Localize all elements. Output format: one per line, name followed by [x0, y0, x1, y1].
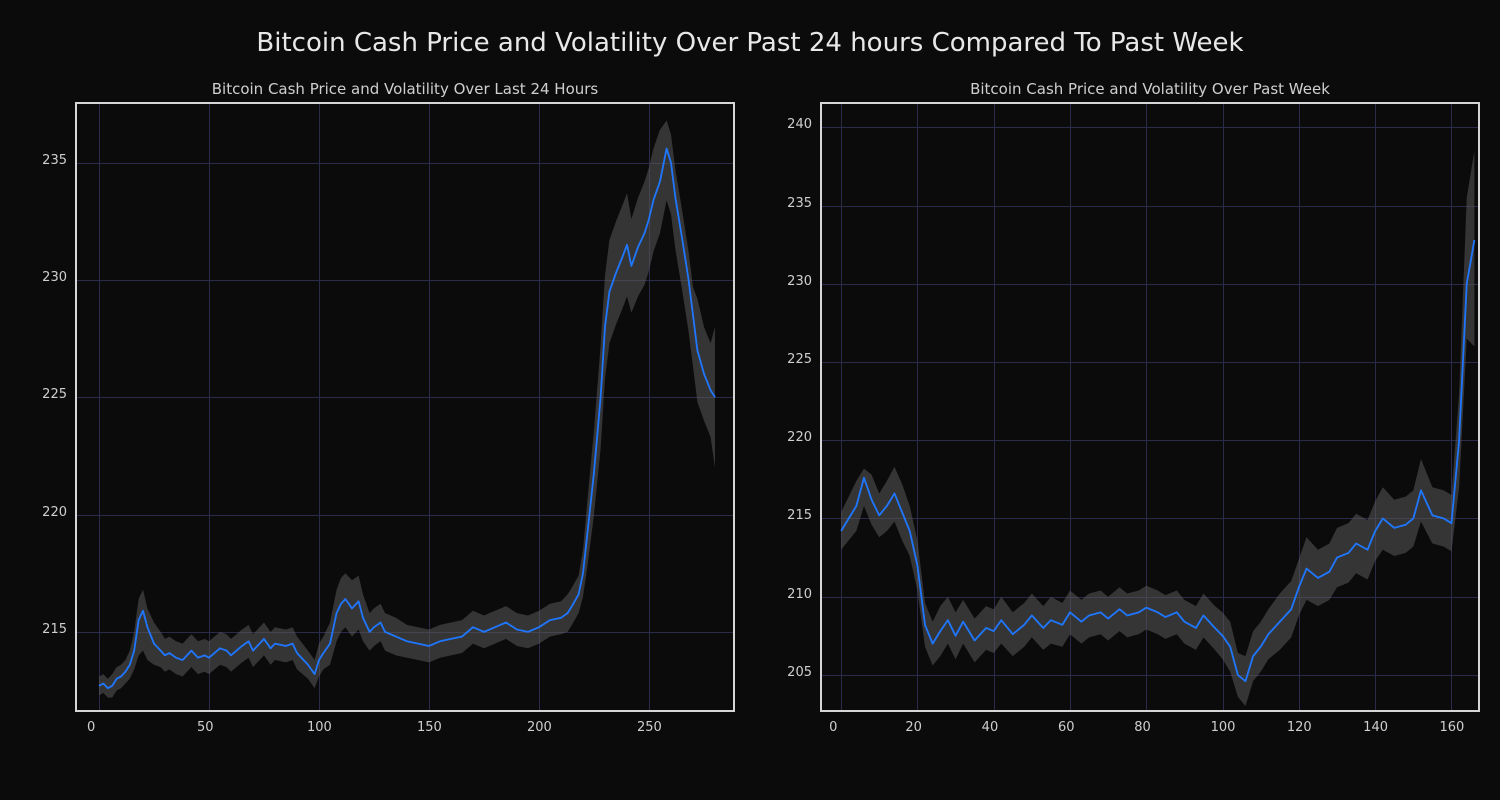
y-tick-label: 230 [787, 274, 812, 289]
plot-svg [822, 104, 1482, 714]
x-tick-label: 100 [1211, 720, 1236, 735]
volatility-band [841, 151, 1474, 706]
y-tick-label: 225 [787, 352, 812, 367]
x-tick-label: 60 [1058, 720, 1075, 735]
x-tick-label: 0 [87, 720, 95, 735]
left-axes [75, 102, 735, 712]
x-tick-label: 40 [982, 720, 999, 735]
x-tick-label: 20 [905, 720, 922, 735]
y-tick-label: 235 [787, 196, 812, 211]
y-tick-label: 235 [42, 153, 67, 168]
y-tick-label: 215 [42, 622, 67, 637]
y-tick-label: 225 [42, 387, 67, 402]
plot-svg [77, 104, 737, 714]
x-tick-label: 200 [527, 720, 552, 735]
x-tick-label: 160 [1439, 720, 1464, 735]
x-tick-label: 80 [1134, 720, 1151, 735]
y-tick-label: 205 [787, 665, 812, 680]
y-tick-label: 230 [42, 270, 67, 285]
y-tick-label: 240 [787, 117, 812, 132]
x-tick-label: 100 [307, 720, 332, 735]
figure: Bitcoin Cash Price and Volatility Over P… [0, 0, 1500, 800]
right-subtitle: Bitcoin Cash Price and Volatility Over P… [820, 80, 1480, 98]
x-tick-label: 50 [197, 720, 214, 735]
y-tick-label: 215 [787, 508, 812, 523]
volatility-band [99, 120, 715, 697]
x-tick-label: 120 [1287, 720, 1312, 735]
right-axes [820, 102, 1480, 712]
x-tick-label: 150 [417, 720, 442, 735]
y-tick-label: 220 [787, 430, 812, 445]
x-tick-label: 250 [637, 720, 662, 735]
left-subtitle: Bitcoin Cash Price and Volatility Over L… [75, 80, 735, 98]
figure-suptitle: Bitcoin Cash Price and Volatility Over P… [0, 28, 1500, 58]
y-tick-label: 210 [787, 587, 812, 602]
y-tick-label: 220 [42, 505, 67, 520]
x-tick-label: 140 [1363, 720, 1388, 735]
x-tick-label: 0 [829, 720, 837, 735]
